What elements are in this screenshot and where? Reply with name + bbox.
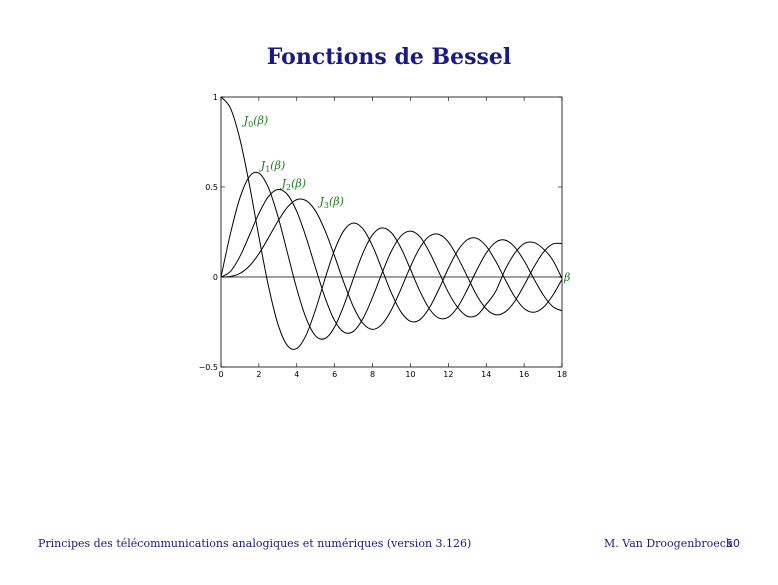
curve-label-subscript: 0 bbox=[248, 120, 253, 129]
curve-label-argument: (β) bbox=[253, 114, 268, 127]
bessel-curve-j1 bbox=[220, 171, 563, 340]
x-tick-label: 14 bbox=[481, 370, 491, 379]
y-tick-label: 0 bbox=[213, 273, 218, 282]
x-axis-symbol: β bbox=[563, 271, 570, 284]
bessel-curve-j0 bbox=[220, 96, 563, 350]
curve-label-subscript: 2 bbox=[286, 183, 291, 192]
curve-label-j3: J3(β) bbox=[318, 195, 344, 210]
x-tick-label: 8 bbox=[370, 370, 375, 379]
y-tick-label: 0.5 bbox=[205, 183, 218, 192]
x-tick-label: 0 bbox=[218, 370, 223, 379]
curve-label-main: J bbox=[259, 159, 266, 172]
x-tick-label: 4 bbox=[294, 370, 299, 379]
x-tick-label: 2 bbox=[256, 370, 261, 379]
curve-label-argument: (β) bbox=[329, 195, 344, 208]
footer-course: Principes des télécommunications analogi… bbox=[38, 537, 472, 550]
curve-label-main: J bbox=[242, 114, 249, 127]
curve-label-main: J bbox=[280, 177, 287, 190]
y-tick-label: −0.5 bbox=[199, 363, 218, 372]
curve-label-argument: (β) bbox=[291, 177, 306, 190]
curve-label-j1: J1(β) bbox=[259, 159, 285, 174]
footer-author: M. Van Droogenbroeck bbox=[604, 537, 733, 550]
x-tick-label: 16 bbox=[519, 370, 529, 379]
x-tick-label: 12 bbox=[443, 370, 453, 379]
curve-label-main: J bbox=[318, 195, 325, 208]
bessel-curve-j3 bbox=[220, 198, 563, 330]
x-tick-label: 18 bbox=[557, 370, 567, 379]
curve-label-subscript: 3 bbox=[324, 201, 329, 210]
curve-label-argument: (β) bbox=[270, 159, 285, 172]
curve-label-subscript: 1 bbox=[265, 165, 270, 174]
curve-label-j2: J2(β) bbox=[280, 177, 306, 192]
plot-frame bbox=[220, 96, 563, 368]
slide-title: Fonctions de Bessel bbox=[266, 44, 512, 70]
y-tick-label: 1 bbox=[213, 93, 218, 102]
x-tick-label: 10 bbox=[405, 370, 415, 379]
curve-label-j0: J0(β) bbox=[242, 114, 268, 129]
page-number: 50 bbox=[726, 537, 740, 550]
bessel-curve-j2 bbox=[220, 188, 563, 334]
x-tick-label: 6 bbox=[332, 370, 337, 379]
